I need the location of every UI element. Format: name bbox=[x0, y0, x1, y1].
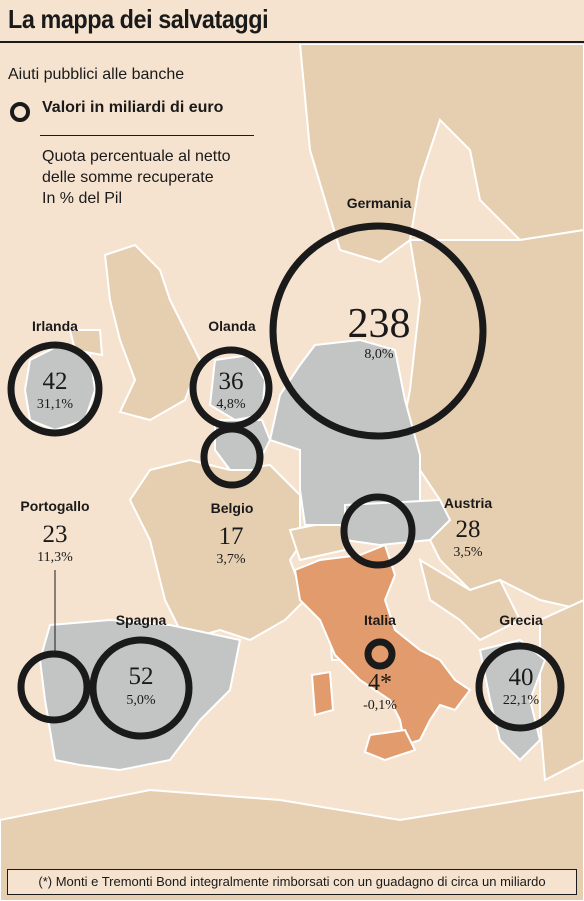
country-name-irlanda: Irlanda bbox=[32, 318, 78, 334]
legend-values-label: Valori in miliardi di euro bbox=[42, 99, 224, 116]
sicily bbox=[363, 728, 417, 762]
country-name-belgio: Belgio bbox=[210, 500, 254, 516]
legend-pct-line-1: Quota percentuale al netto bbox=[42, 148, 231, 165]
circle-portogallo bbox=[17, 650, 91, 724]
value-germania: 238 bbox=[347, 301, 411, 347]
great-britain bbox=[103, 243, 202, 422]
value-italia: 4* bbox=[368, 670, 392, 696]
legend-subtitle: Aiuti pubblici alle banche bbox=[8, 66, 185, 83]
country-name-grecia: Grecia bbox=[499, 612, 543, 628]
country-name-germania: Germania bbox=[346, 195, 412, 211]
value-circles bbox=[7, 222, 565, 740]
circle-grecia bbox=[475, 642, 565, 732]
circle-austria bbox=[340, 493, 416, 569]
header: La mappa dei salvataggi bbox=[0, 0, 584, 44]
value-grecia: 40 bbox=[508, 664, 534, 691]
legend-pct-line-2: delle somme recuperate bbox=[42, 169, 214, 186]
value-irlanda: 42 bbox=[42, 368, 68, 395]
page-title: La mappa dei salvataggi bbox=[8, 4, 269, 34]
pct-grecia: 22,1% bbox=[502, 693, 540, 708]
legend-circle-icon bbox=[10, 102, 30, 122]
value-austria: 28 bbox=[455, 516, 481, 543]
sardinia bbox=[310, 670, 335, 717]
pct-italia: -0,1% bbox=[363, 698, 397, 713]
circle-belgio bbox=[200, 425, 264, 489]
title-rule bbox=[0, 41, 584, 43]
scandinavia bbox=[298, 43, 584, 264]
pct-spagna: 5,0% bbox=[126, 693, 156, 708]
country-name-portogallo: Portogallo bbox=[20, 498, 90, 514]
country-name-italia: Italia bbox=[364, 612, 396, 628]
legend-pct-label: Quota percentuale al netto delle somme r… bbox=[42, 146, 282, 209]
legend-divider bbox=[40, 135, 254, 136]
value-olanda: 36 bbox=[218, 368, 244, 395]
balkans bbox=[418, 557, 522, 642]
pct-germania: 8,0% bbox=[364, 347, 394, 362]
circle-italia bbox=[364, 638, 396, 670]
pct-portogallo: 11,3% bbox=[37, 550, 73, 565]
circle-spagna bbox=[89, 636, 193, 740]
value-spagna: 52 bbox=[128, 663, 154, 690]
circle-irlanda bbox=[7, 341, 103, 437]
iberia-shape bbox=[38, 618, 242, 772]
value-belgio: 17 bbox=[218, 523, 244, 550]
country-name-austria: Austria bbox=[443, 495, 493, 511]
circle-germania bbox=[269, 222, 487, 440]
legend-pct-line-3: In % del Pil bbox=[42, 190, 123, 207]
pct-austria: 3,5% bbox=[453, 545, 483, 560]
country-name-spagna: Spagna bbox=[115, 612, 167, 628]
pct-irlanda: 31,1% bbox=[36, 397, 74, 412]
value-portogallo: 23 bbox=[42, 521, 68, 548]
pct-olanda: 4,8% bbox=[216, 397, 246, 412]
pct-belgio: 3,7% bbox=[216, 552, 246, 567]
country-name-olanda: Olanda bbox=[208, 318, 256, 334]
footnote: (*) Monti e Tremonti Bond integralmente … bbox=[7, 869, 577, 895]
